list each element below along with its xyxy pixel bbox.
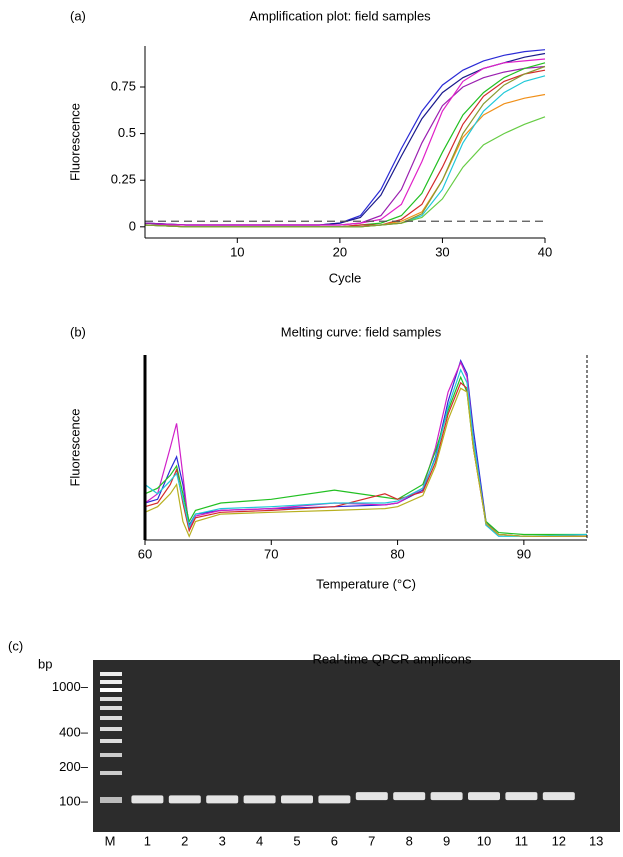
band <box>206 795 239 804</box>
band <box>393 792 426 801</box>
x-axis-label: Cycle <box>329 270 362 285</box>
band <box>318 795 351 804</box>
series-line <box>144 75 546 228</box>
band <box>168 795 201 804</box>
ladder-band <box>100 753 122 757</box>
y-tick-label: 100– <box>59 794 89 809</box>
series-line <box>144 368 588 537</box>
lane-label: 11 <box>515 833 529 848</box>
lane-label: 1 <box>144 833 151 848</box>
ladder-band <box>100 672 122 676</box>
y-tick-label: 200– <box>59 759 89 774</box>
lane-label: 5 <box>293 833 300 848</box>
band <box>243 795 276 804</box>
band <box>505 792 538 801</box>
y-tick-label: 1000– <box>52 679 89 694</box>
chart-title: Amplification plot: field samples <box>249 8 431 23</box>
lane-label: 3 <box>219 833 226 848</box>
lane-label: 13 <box>589 833 603 848</box>
ladder-band <box>100 797 122 803</box>
x-tick-label: 60 <box>138 546 152 561</box>
ladder <box>93 660 620 832</box>
series-line <box>144 358 587 537</box>
gel-background <box>93 660 620 832</box>
series-line <box>144 49 546 226</box>
lane-label: 6 <box>331 833 338 848</box>
y-tick-label: 0.25 <box>111 172 136 187</box>
ladder-band <box>100 716 122 720</box>
series-line <box>144 387 587 538</box>
ladder-band <box>100 680 122 684</box>
x-tick-label: 40 <box>538 244 552 259</box>
panel-label: (a) <box>70 8 86 23</box>
y-tick-label: 400– <box>59 725 89 740</box>
x-tick-label: 20 <box>333 244 347 259</box>
x-tick-label: 30 <box>435 244 449 259</box>
lane-label: 8 <box>406 833 413 848</box>
series-line <box>144 93 546 228</box>
lane-label: 2 <box>181 833 188 848</box>
y-tick-label: 0 <box>129 218 136 233</box>
chart-title: Melting curve: field samples <box>281 324 442 339</box>
ladder-band <box>100 688 122 692</box>
series-line <box>144 65 546 228</box>
series-line <box>144 65 546 226</box>
ladder-band <box>100 771 122 775</box>
lane-label: 9 <box>443 833 450 848</box>
x-tick-label: 90 <box>517 546 531 561</box>
band <box>355 792 388 801</box>
lane-label: 10 <box>477 833 491 848</box>
band <box>468 792 500 801</box>
series-line <box>144 69 546 228</box>
band <box>542 792 575 801</box>
chart-title: Real-time QPCR amplicons <box>313 651 472 666</box>
y-tick-label: 0.75 <box>111 78 136 93</box>
series-line <box>144 62 546 228</box>
y-tick-label: 0.5 <box>118 125 136 140</box>
panel-label: (b) <box>70 324 86 339</box>
ladder-band <box>100 706 122 710</box>
panel-label: (c) <box>8 638 23 653</box>
x-tick-label: 10 <box>230 244 244 259</box>
band <box>131 795 164 804</box>
y-axis-label: Fluorescence <box>67 408 82 486</box>
ladder-band <box>100 697 122 701</box>
x-axis-label: Temperature (°C) <box>316 576 416 591</box>
x-tick-label: 70 <box>264 546 278 561</box>
lane-label: 7 <box>368 833 375 848</box>
lane-label: 4 <box>256 833 263 848</box>
y-axis-label: bp <box>38 656 52 671</box>
series-line <box>144 116 546 228</box>
lane-label: 12 <box>552 833 566 848</box>
series-line <box>145 58 546 226</box>
lane-label: M <box>105 833 116 848</box>
ladder-band <box>100 739 122 743</box>
band <box>430 792 463 801</box>
series-line <box>144 52 546 226</box>
series-line <box>144 381 587 537</box>
y-axis-label: Fluorescence <box>67 103 82 181</box>
x-tick-label: 80 <box>390 546 404 561</box>
ladder-band <box>100 727 122 731</box>
band <box>281 795 313 804</box>
